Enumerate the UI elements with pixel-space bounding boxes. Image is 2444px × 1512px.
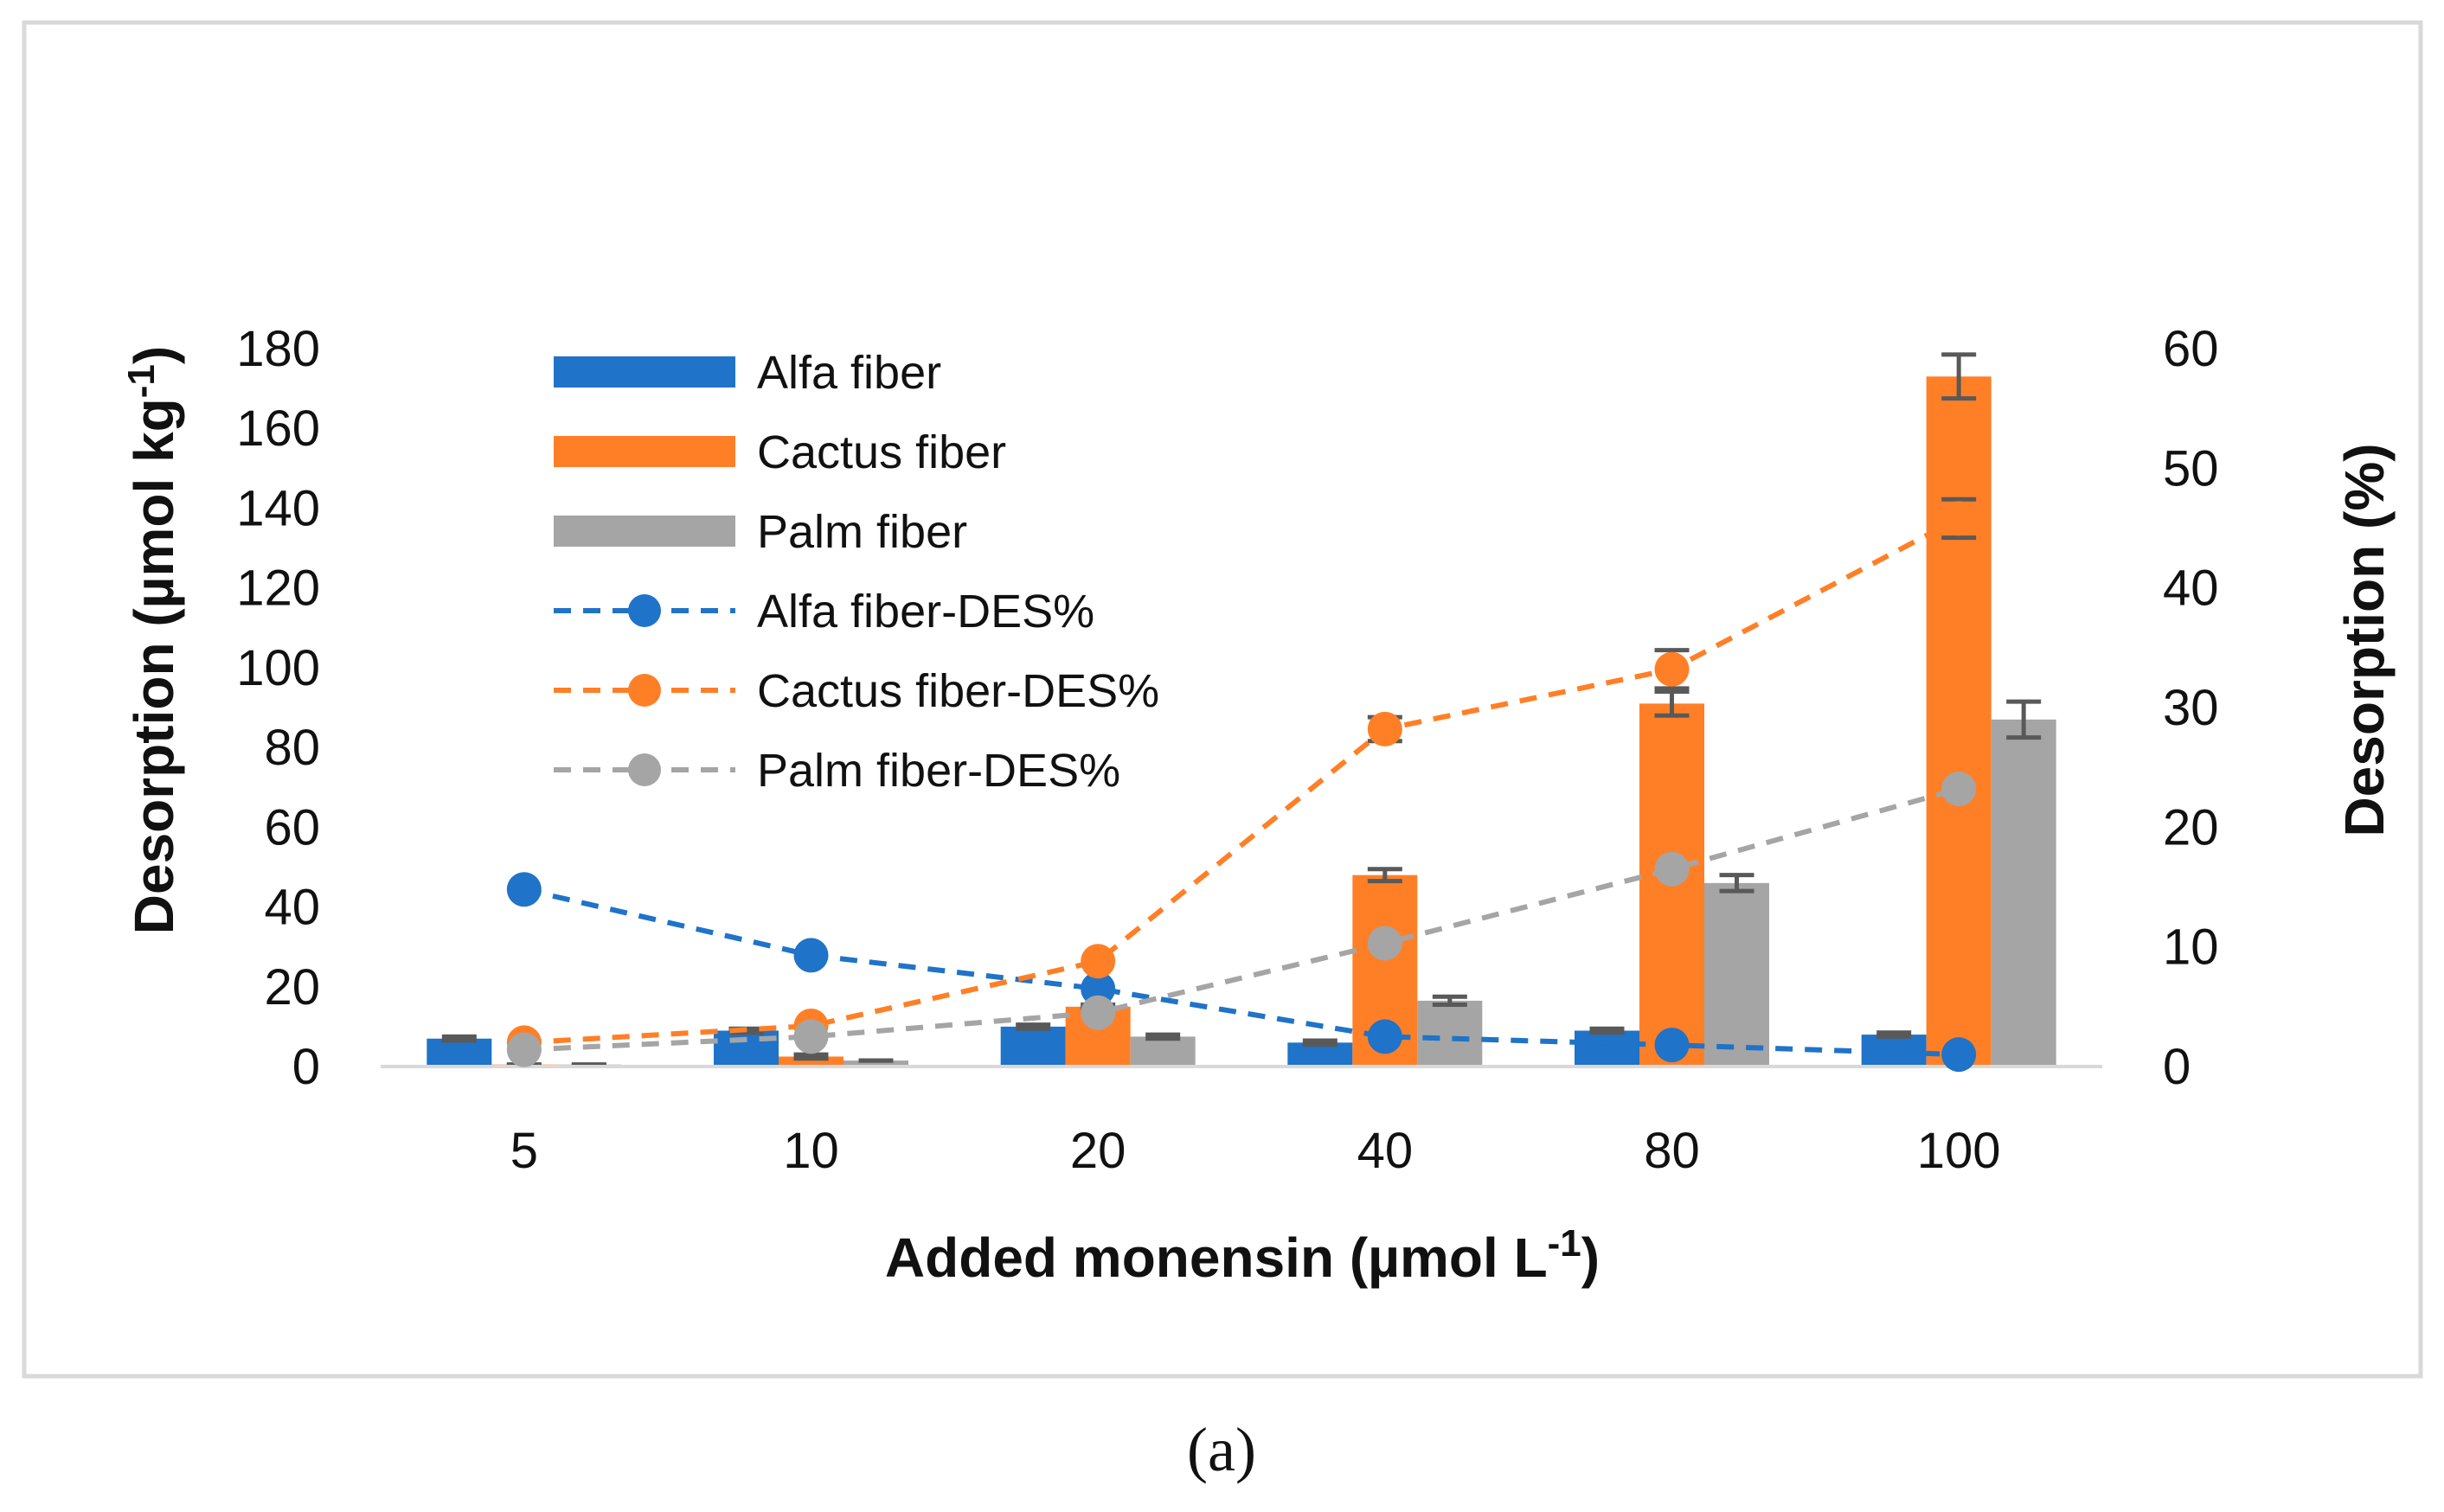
- ticks-layer: 0 20 40 60 80 100 120 140 160 180 0 10 20 30 40 50 60 5 10…: [236, 321, 2218, 1179]
- y-left-tick-140: 140: [236, 480, 320, 536]
- line-palm-fiber-des: [523, 786, 1960, 1053]
- x-tick-10: 10: [783, 1123, 839, 1179]
- point-palm-fiber-des-40: [1367, 926, 1402, 961]
- x-tick-80: 80: [1644, 1123, 1700, 1179]
- bars-layer: [427, 376, 2056, 1067]
- point-alfa-fiber-des-20: [1081, 971, 1116, 1007]
- point-palm-fiber-des-20: [1081, 995, 1116, 1030]
- errorbar-cactus-fiber-100: [1941, 352, 1977, 401]
- legend-item-palm-fiber-des: Palm fiber-DES%: [554, 745, 1120, 797]
- chart-frame: [22, 20, 2423, 1379]
- errorbar-alfa-fiber-40: [1302, 1038, 1337, 1048]
- bar-alfa-fiber-20: [1000, 1026, 1066, 1067]
- legend-label-cactus-fiber-des: Cactus fiber-DES%: [757, 665, 1159, 717]
- y-right-tick-10: 10: [2163, 919, 2219, 976]
- point-cactus-fiber-des-80: [1654, 651, 1690, 687]
- point-cactus-fiber-des-40: [1367, 711, 1402, 746]
- y-left-tick-40: 40: [264, 880, 320, 936]
- point-alfa-fiber-des-100: [1941, 1037, 1977, 1073]
- point-alfa-fiber-des-10: [793, 938, 829, 973]
- bar-palm-fiber-10: [844, 1060, 908, 1067]
- errorbar-alfa-fiber-5: [441, 1034, 477, 1043]
- y-left-tick-80: 80: [264, 720, 320, 776]
- y-right-tick-20: 20: [2163, 799, 2219, 855]
- legend-label-alfa-fiber-des: Alfa fiber-DES%: [757, 586, 1094, 637]
- y-left-tick-20: 20: [264, 959, 320, 1015]
- bar-alfa-fiber-5: [427, 1038, 492, 1067]
- bar-cactus-fiber-100: [1926, 376, 1992, 1067]
- x-tick-20: 20: [1070, 1123, 1126, 1179]
- legend-item-alfa-fiber-des: Alfa fiber-DES%: [554, 586, 1094, 637]
- legend-swatch-alfa-fiber: [554, 356, 735, 388]
- legend-swatch-cactus-fiber: [554, 436, 735, 467]
- bar-alfa-fiber-80: [1575, 1030, 1639, 1067]
- legend-item-cactus-fiber: Cactus fiber: [554, 426, 1006, 478]
- legend: Alfa fiber Cactus fiber Palm fiber Alfa fib…: [554, 347, 1159, 797]
- y-left-tick-0: 0: [292, 1039, 320, 1095]
- errorbar-cactus-fiber-10: [793, 1052, 829, 1061]
- legend-label-cactus-fiber: Cactus fiber: [757, 426, 1006, 478]
- line-alfa-fiber-des: [523, 887, 1960, 1058]
- point-alfa-fiber-des-80: [1654, 1028, 1690, 1063]
- point-palm-fiber-des-10: [793, 1019, 829, 1054]
- errorbar-cactus-fiber-80: [1654, 689, 1690, 718]
- bar-palm-fiber-100: [1991, 719, 2056, 1067]
- bar-palm-fiber-80: [1704, 882, 1769, 1067]
- bar-palm-fiber-20: [1130, 1036, 1196, 1067]
- y-right-tick-30: 30: [2163, 680, 2219, 736]
- point-palm-fiber-des-80: [1654, 851, 1690, 887]
- point-alfa-fiber-des-5: [506, 872, 542, 907]
- lines-layer: [506, 501, 1977, 1073]
- legend-label-palm-fiber: Palm fiber: [757, 506, 967, 558]
- y-right-tick-50: 50: [2163, 440, 2219, 497]
- legend-label-palm-fiber-des: Palm fiber-DES%: [757, 745, 1120, 797]
- point-alfa-fiber-des-40: [1367, 1019, 1402, 1054]
- y-left-tick-120: 120: [236, 561, 320, 617]
- point-palm-fiber-des-5: [506, 1032, 542, 1067]
- errorbar-alfa-fiber-100: [1876, 1030, 1912, 1039]
- y-right-tick-40: 40: [2163, 561, 2219, 617]
- legend-marker-alfa-fiber-des: [628, 594, 661, 627]
- errorbar-palm-fiber-80: [1719, 873, 1754, 894]
- y-left-tick-160: 160: [236, 400, 320, 457]
- bar-palm-fiber-40: [1417, 1000, 1483, 1067]
- y-right-tick-0: 0: [2163, 1039, 2191, 1095]
- point-palm-fiber-des-100: [1941, 772, 1977, 807]
- line-cactus-fiber-des: [523, 516, 1960, 1046]
- errorbar-alfa-fiber-20: [1016, 1022, 1051, 1031]
- legend-marker-cactus-fiber-des: [628, 674, 661, 707]
- x-axis-title: Added monensin (µmol L-1): [885, 1222, 1600, 1289]
- y-left-tick-180: 180: [236, 321, 320, 377]
- errorbar-palm-fiber-100: [2006, 699, 2042, 740]
- errorbar-palm-fiber-20: [1145, 1032, 1181, 1041]
- bar-cactus-fiber-10: [779, 1056, 844, 1067]
- x-tick-100: 100: [1917, 1123, 2001, 1179]
- legend-marker-palm-fiber-des: [628, 753, 661, 786]
- y-axis-right-title: Desorption (%): [2333, 443, 2396, 836]
- point-cactus-fiber-des-100: [1941, 501, 1977, 536]
- errorbar-cactus-fiber-40: [1367, 867, 1402, 884]
- legend-label-alfa-fiber: Alfa fiber: [757, 347, 941, 399]
- legend-item-palm-fiber: Palm fiber: [554, 506, 967, 558]
- legend-swatch-palm-fiber: [554, 516, 735, 547]
- errorbar-alfa-fiber-80: [1589, 1026, 1625, 1035]
- y-left-tick-60: 60: [264, 799, 320, 855]
- y-axis-left-title: Desorption (µmol kg-1): [120, 346, 185, 934]
- y-left-tick-100: 100: [236, 640, 320, 696]
- point-cactus-fiber-des-20: [1081, 944, 1116, 979]
- y-right-tick-60: 60: [2163, 321, 2219, 377]
- legend-item-cactus-fiber-des: Cactus fiber-DES%: [554, 665, 1159, 717]
- x-tick-40: 40: [1357, 1123, 1414, 1179]
- figure-caption: (a): [1187, 1415, 1256, 1484]
- errorbar-palm-fiber-40: [1432, 994, 1467, 1008]
- x-tick-5: 5: [510, 1123, 538, 1179]
- legend-item-alfa-fiber: Alfa fiber: [554, 347, 941, 399]
